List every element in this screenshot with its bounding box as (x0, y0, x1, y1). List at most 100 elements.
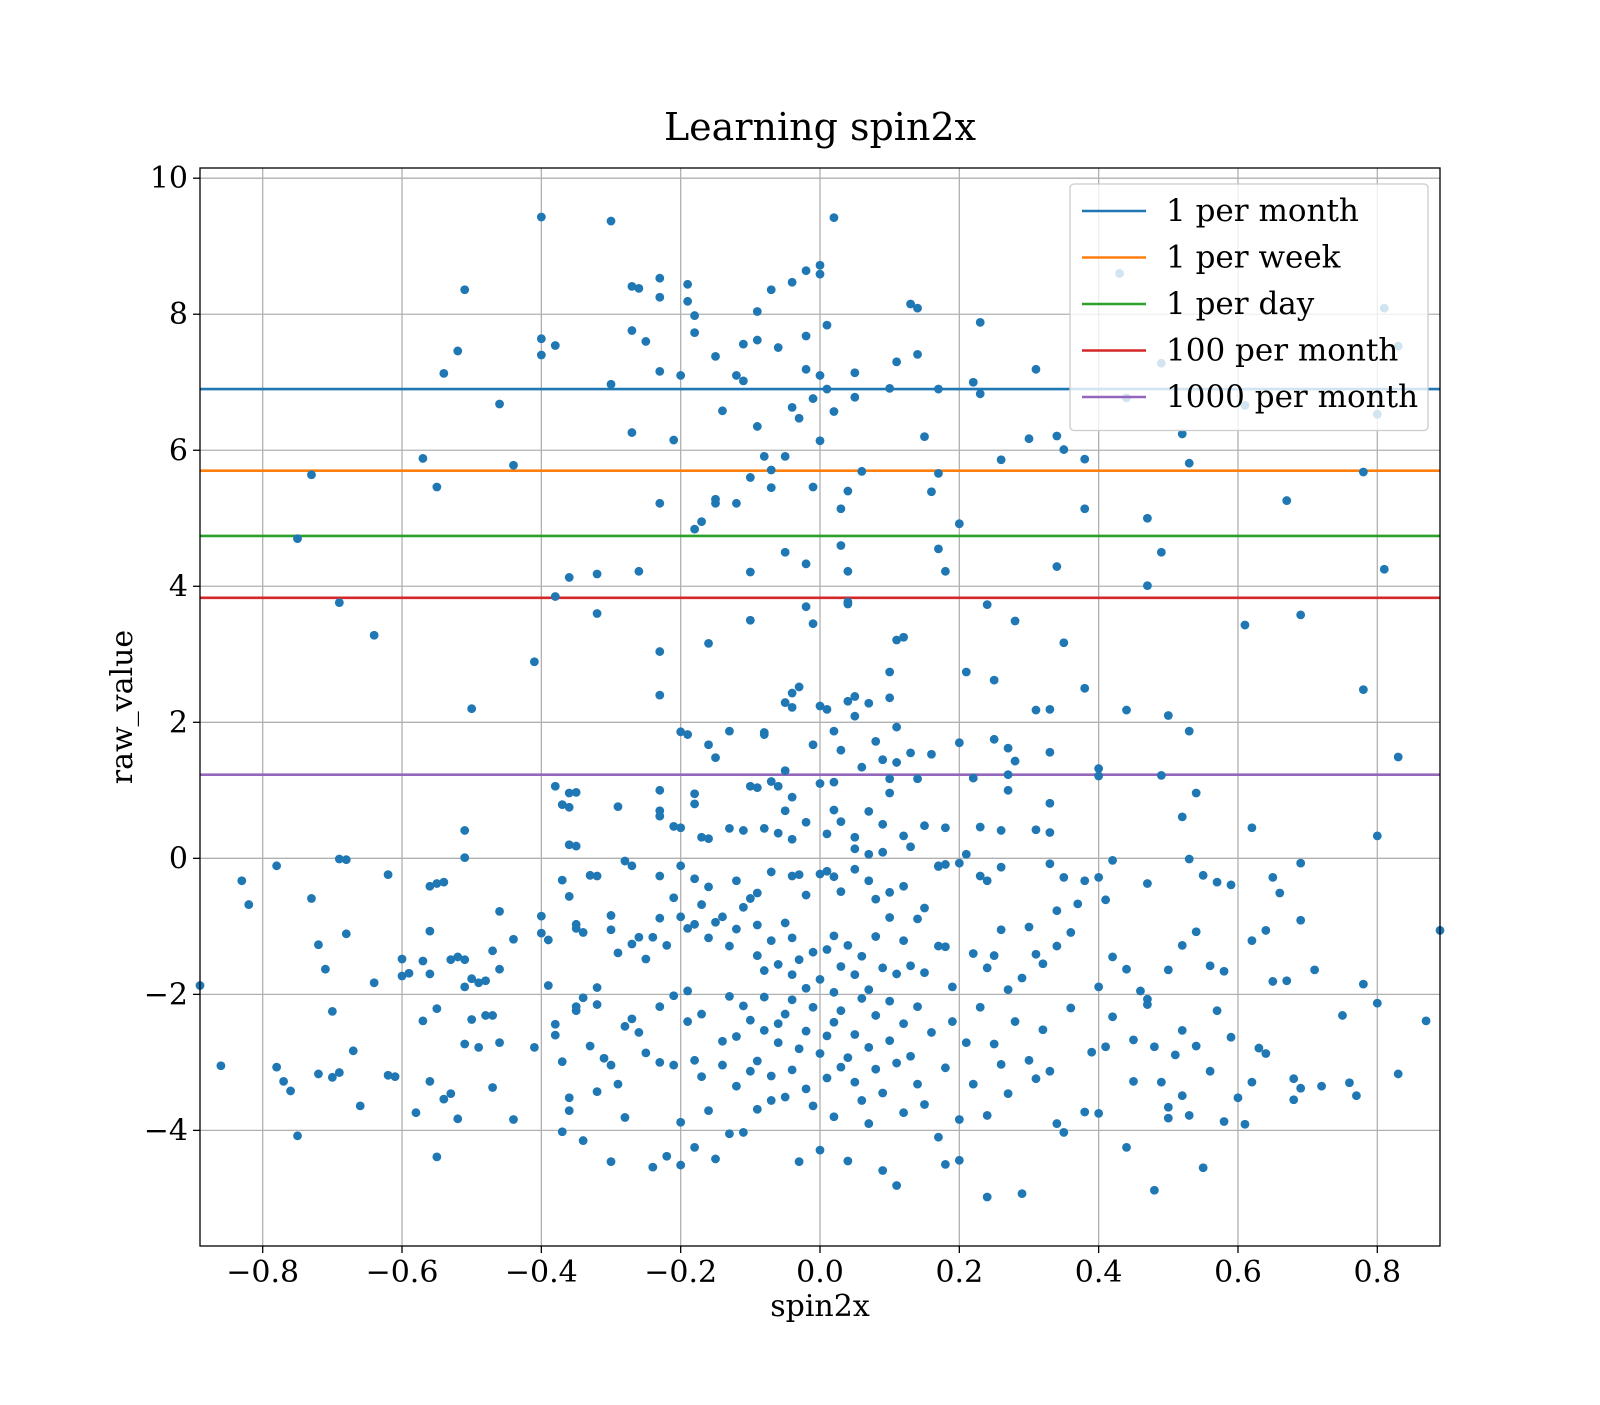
data-point (1080, 683, 1090, 693)
data-point (738, 826, 748, 835)
data-points (195, 212, 1445, 1202)
chart-title: Learning spin2x (664, 105, 976, 149)
data-point (711, 351, 720, 361)
data-point (550, 341, 560, 350)
data-point (1003, 785, 1013, 795)
data-point (843, 1156, 853, 1166)
data-point (725, 726, 734, 736)
data-point (794, 682, 804, 692)
data-point (543, 981, 553, 990)
data-point (794, 870, 804, 880)
data-point (906, 299, 915, 309)
data-point (745, 473, 755, 482)
data-point (836, 962, 846, 971)
data-point (711, 1154, 720, 1164)
data-point (836, 1062, 846, 1072)
data-point (836, 745, 846, 755)
data-point (885, 1036, 895, 1046)
data-point (1177, 429, 1187, 439)
y-tick-label: 8 (169, 297, 188, 332)
data-point (1094, 764, 1104, 773)
data-point (780, 918, 790, 928)
data-point (906, 748, 915, 758)
data-point (1122, 705, 1131, 715)
data-point (627, 1014, 637, 1024)
data-point (1240, 1119, 1250, 1129)
data-point (495, 399, 504, 409)
data-point (982, 1192, 992, 1202)
legend: 1 per month 1 per week 1 per day 100 per mo… (1069, 183, 1429, 432)
data-point (648, 932, 658, 942)
data-point (836, 504, 846, 514)
data-point (1052, 906, 1062, 916)
data-point (355, 1101, 365, 1111)
data-point (808, 947, 818, 957)
data-point (488, 1083, 497, 1092)
data-point (655, 811, 665, 821)
data-point (564, 840, 574, 850)
data-point (1143, 879, 1152, 888)
data-point (1024, 1055, 1034, 1065)
data-point (829, 407, 839, 416)
data-point (906, 842, 915, 852)
data-point (940, 1063, 950, 1073)
data-point (1296, 858, 1306, 868)
threshold-lines (200, 387, 1440, 776)
data-point (725, 1129, 734, 1139)
data-point (850, 1077, 860, 1087)
data-point (801, 983, 811, 993)
data-point (752, 783, 762, 792)
data-point (843, 696, 853, 706)
data-point (752, 1104, 762, 1114)
data-point (864, 849, 874, 859)
data-point (885, 913, 895, 922)
data-point (787, 688, 797, 698)
data-point (815, 869, 825, 879)
data-point (446, 955, 456, 965)
data-point (383, 870, 393, 880)
data-point (1289, 1095, 1299, 1105)
data-point (655, 690, 665, 700)
data-point (815, 371, 825, 380)
data-point (864, 876, 874, 886)
data-point (899, 1019, 908, 1028)
data-point (822, 945, 832, 954)
data-point (996, 862, 1006, 872)
data-point (732, 498, 741, 508)
data-point (718, 1060, 727, 1070)
data-point (892, 722, 902, 732)
data-point (759, 451, 769, 461)
data-point (1094, 982, 1104, 992)
data-point (885, 788, 895, 798)
data-point (690, 799, 700, 809)
data-point (759, 1026, 769, 1035)
data-point (913, 1002, 922, 1011)
data-point (543, 935, 553, 945)
data-point (968, 949, 978, 958)
data-point (1080, 504, 1090, 514)
data-point (732, 876, 741, 886)
data-point (1184, 726, 1194, 736)
data-point (829, 1112, 839, 1122)
data-point (418, 1016, 428, 1026)
data-point (613, 1079, 623, 1089)
data-point (843, 486, 853, 496)
data-point (885, 383, 895, 393)
data-point (467, 1015, 477, 1024)
data-point (1296, 610, 1306, 620)
data-point (571, 1002, 581, 1011)
data-point (920, 821, 929, 831)
data-point (857, 994, 867, 1003)
data-point (683, 279, 693, 289)
data-point (892, 758, 902, 767)
data-point (662, 940, 672, 950)
data-point (808, 394, 818, 403)
data-point (850, 864, 860, 874)
y-tick-label: −4 (144, 1113, 188, 1148)
data-point (738, 376, 748, 386)
data-point (850, 1030, 860, 1039)
data-point (1372, 998, 1382, 1008)
data-point (822, 866, 832, 876)
data-point (557, 875, 567, 885)
data-point (1038, 1025, 1048, 1035)
